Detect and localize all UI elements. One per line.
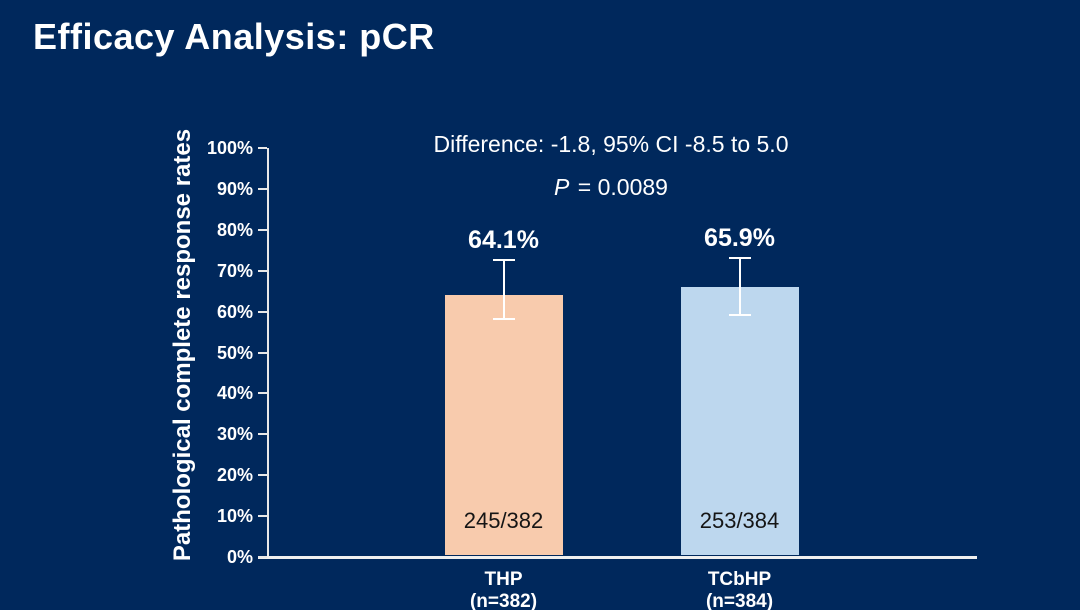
y-tick bbox=[258, 147, 267, 149]
p-value: = 0.0089 bbox=[571, 174, 668, 200]
category-label: THP (n=382) bbox=[404, 569, 604, 610]
bar-fraction-label: 253/384 bbox=[699, 508, 780, 533]
error-bar-cap-top bbox=[728, 256, 751, 259]
y-tick bbox=[258, 351, 267, 354]
category-name: THP bbox=[484, 569, 523, 590]
y-tick-label: 20% bbox=[216, 465, 253, 486]
y-tick bbox=[258, 433, 267, 436]
bar bbox=[680, 287, 799, 555]
y-tick bbox=[258, 310, 267, 313]
error-bar-line bbox=[738, 257, 741, 315]
error-bar-cap-bottom bbox=[492, 317, 515, 320]
error-bar-cap-bottom bbox=[728, 313, 751, 316]
difference-annotation: Difference: -1.8, 95% CI -8.5 to 5.0 bbox=[433, 131, 789, 157]
y-tick-label: 0% bbox=[226, 547, 253, 567]
y-tick bbox=[258, 269, 267, 272]
y-tick-label: 50% bbox=[216, 342, 253, 363]
y-tick bbox=[258, 474, 267, 477]
x-axis-line bbox=[258, 556, 977, 559]
y-tick-label: 40% bbox=[216, 383, 253, 404]
y-tick-label: 90% bbox=[216, 178, 253, 199]
y-tick-label: 80% bbox=[216, 219, 253, 240]
category-sublabel: (n=384) bbox=[705, 591, 774, 610]
bar-fraction-label: 245/382 bbox=[463, 508, 544, 533]
error-bar-line bbox=[502, 260, 505, 319]
y-tick bbox=[258, 556, 267, 558]
y-tick bbox=[258, 228, 267, 231]
bar bbox=[444, 294, 563, 555]
y-tick-label: 60% bbox=[216, 301, 253, 322]
y-tick bbox=[258, 515, 267, 518]
pvalue-annotation: P = 0.0089 bbox=[251, 174, 971, 201]
category-label: TCbHP (n=384) bbox=[640, 569, 840, 610]
y-tick-label: 100% bbox=[206, 138, 253, 158]
y-tick-label: 10% bbox=[216, 506, 253, 527]
plot-area: 0% 10% 20% 30% 40% 50% 60% 70% 80% 90% 100% 245/382… bbox=[207, 138, 977, 610]
bar-value-label: 65.9% bbox=[704, 223, 775, 252]
slide-title: Efficacy Analysis: pCR bbox=[33, 16, 435, 57]
y-tick-label: 30% bbox=[216, 424, 253, 445]
bar-value-label: 64.1% bbox=[468, 226, 539, 255]
y-tick bbox=[258, 187, 267, 190]
y-tick bbox=[258, 392, 267, 395]
y-tick-label: 70% bbox=[216, 260, 253, 281]
error-bar-cap-top bbox=[492, 259, 515, 262]
category-name: TCbHP bbox=[707, 569, 772, 590]
p-symbol: P bbox=[554, 174, 570, 200]
category-sublabel: (n=382) bbox=[469, 591, 538, 610]
y-axis-line bbox=[267, 148, 269, 559]
